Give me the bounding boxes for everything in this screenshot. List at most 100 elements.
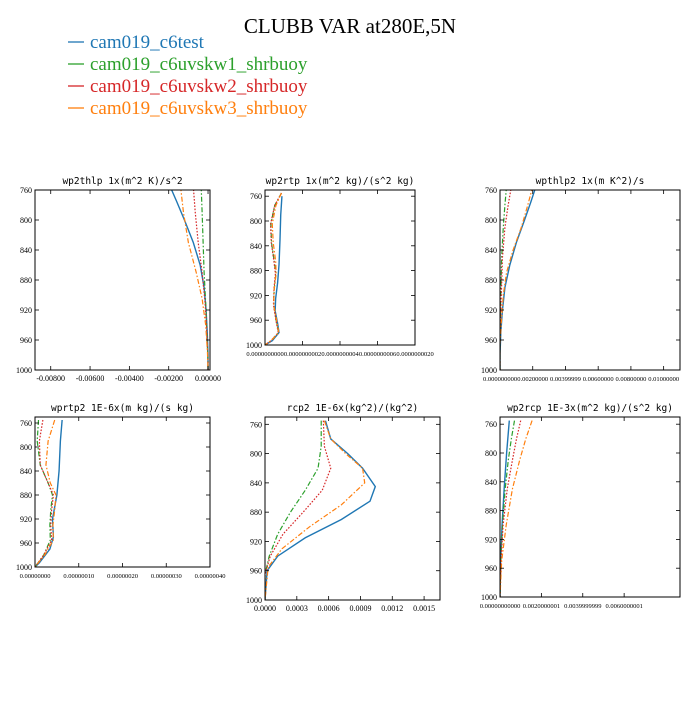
chart-panel-5: rcp2 1E-6x(kg^2)/(kg^2) 760 800 840 880 920 96…	[246, 403, 441, 613]
series-line	[35, 419, 54, 567]
y-tick-label: 960	[250, 567, 262, 576]
x-tick-label: -0.00800	[36, 374, 65, 383]
x-tick-label: 0.00200000	[517, 376, 548, 383]
panel-title: rcp2 1E-6x(kg^2)/(kg^2)	[287, 403, 419, 414]
x-tick-label: 0.01000000	[648, 376, 679, 383]
series-line	[265, 420, 332, 600]
y-tick-label: 760	[250, 192, 262, 201]
plot-frame	[499, 416, 681, 598]
panel-title: wp2thlp 1x(m^2 K)/s^2	[62, 176, 182, 187]
y-tick-label: 840	[20, 467, 32, 476]
y-tick-label: 800	[250, 450, 262, 459]
x-tick-label: 0.00000010	[63, 573, 94, 580]
y-tick-label: 960	[20, 336, 32, 345]
plot-frame	[264, 416, 441, 601]
y-tick-label: 920	[485, 306, 497, 315]
series-line	[35, 419, 57, 567]
series-line	[265, 420, 377, 600]
legend: cam019_c6testcam019_c6uvskw1_shrbuoycam0…	[68, 32, 308, 119]
legend-label: cam019_c6uvskw1_shrbuoy	[90, 54, 308, 75]
y-tick-label: 760	[20, 186, 32, 195]
y-tick-label: 1000	[246, 341, 262, 350]
x-tick-label: -0.00600	[76, 374, 105, 383]
series-line	[500, 420, 533, 597]
x-tick-label: 0.0003	[286, 604, 308, 613]
x-tick-label: 0.00800000	[615, 376, 646, 383]
x-tick-label: 0.00000030	[151, 573, 182, 580]
legend-label: cam019_c6uvskw3_shrbuoy	[90, 98, 308, 119]
series-line	[265, 196, 283, 345]
series-group	[500, 420, 533, 597]
x-tick-label: -0.00200	[154, 374, 183, 383]
x-tick-label: 0.0000000004	[321, 351, 359, 358]
legend-label: cam019_c6test	[90, 32, 205, 53]
y-tick-label: 1000	[481, 593, 497, 602]
legend-entry: cam019_c6test	[68, 32, 205, 53]
x-tick-label: 0.0000	[254, 604, 276, 613]
series-group	[265, 420, 377, 600]
panels: wp2thlp 1x(m^2 K)/s^2 760 800 840 880 920 960 1…	[16, 176, 681, 613]
legend-entry: cam019_c6uvskw2_shrbuoy	[68, 76, 308, 97]
y-tick-label: 840	[485, 478, 497, 487]
panel-title: wpthlp2 1x(m K^2)/s	[536, 176, 645, 187]
series-line	[35, 419, 63, 567]
series-line	[500, 190, 512, 370]
x-tick-label: 0.0000000006	[359, 351, 397, 358]
x-tick-label: 0.00000040	[195, 573, 226, 580]
y-tick-label: 960	[250, 316, 262, 325]
x-tick-label: 0.0020000001	[523, 603, 560, 610]
series-line	[192, 190, 209, 370]
y-tick-label: 920	[250, 291, 262, 300]
x-tick-label: 0.0000000000	[246, 351, 283, 358]
y-tick-label: 800	[485, 216, 497, 225]
chart-panel-3: wpthlp2 1x(m K^2)/s 760 800 840 880 920 960 100…	[481, 176, 681, 383]
legend-label: cam019_c6uvskw2_shrbuoy	[90, 76, 308, 97]
series-line	[500, 420, 522, 597]
series-group	[500, 190, 536, 370]
series-line	[265, 192, 282, 345]
y-tick-label: 960	[485, 564, 497, 573]
series-group	[35, 419, 63, 567]
x-tick-label: 0.00000000000	[480, 603, 521, 610]
legend-entry: cam019_c6uvskw3_shrbuoy	[68, 98, 308, 119]
x-tick-label: 0.00000	[195, 374, 221, 383]
y-tick-label: 960	[20, 539, 32, 548]
y-tick-label: 840	[485, 246, 497, 255]
series-line	[200, 190, 209, 370]
y-tick-label: 920	[485, 535, 497, 544]
x-tick-label: 0.0060000001	[605, 603, 642, 610]
panel-title: wprtp2 1E-6x(m kg)/(s kg)	[51, 403, 194, 414]
series-line	[500, 190, 533, 370]
y-tick-label: 840	[20, 246, 32, 255]
y-tick-label: 880	[485, 507, 497, 516]
y-tick-label: 840	[250, 479, 262, 488]
x-tick-label: 0.00000000	[20, 573, 51, 580]
legend-entry: cam019_c6uvskw1_shrbuoy	[68, 54, 308, 75]
chart-panel-4: wprtp2 1E-6x(m kg)/(s kg) 760 800 840 880 920…	[16, 403, 225, 580]
y-tick-label: 760	[250, 420, 262, 429]
panel-title: wp2rtp 1x(m^2 kg)/(s^2 kg)	[266, 176, 415, 187]
plot-frame	[34, 416, 211, 568]
x-tick-label: 0.00000020	[107, 573, 138, 580]
y-tick-label: 1000	[481, 366, 497, 375]
plot-frame	[499, 189, 681, 371]
panel-title: wp2rcp 1E-3x(m^2 kg)/(s^2 kg)	[507, 403, 673, 414]
series-line	[265, 420, 366, 600]
y-tick-label: 880	[20, 491, 32, 500]
x-tick-label: 0.00399999	[550, 376, 581, 383]
y-tick-label: 880	[250, 267, 262, 276]
y-tick-label: 1000	[246, 596, 262, 605]
y-tick-label: 920	[20, 306, 32, 315]
x-tick-label: 0.0000000002	[284, 351, 321, 358]
y-tick-label: 880	[485, 276, 497, 285]
x-tick-label: 0.0009	[349, 604, 371, 613]
y-tick-label: 840	[250, 242, 262, 251]
chart-panel-1: wp2thlp 1x(m^2 K)/s^2 760 800 840 880 920 960 1…	[16, 176, 221, 383]
y-tick-label: 800	[250, 217, 262, 226]
x-tick-label: 0.0039999999	[564, 603, 601, 610]
y-tick-label: 880	[250, 508, 262, 517]
figure-title: CLUBB VAR at280E,5N	[244, 14, 456, 38]
chart-panel-2: wp2rtp 1x(m^2 kg)/(s^2 kg) 760 800 840 880 92…	[246, 176, 434, 358]
